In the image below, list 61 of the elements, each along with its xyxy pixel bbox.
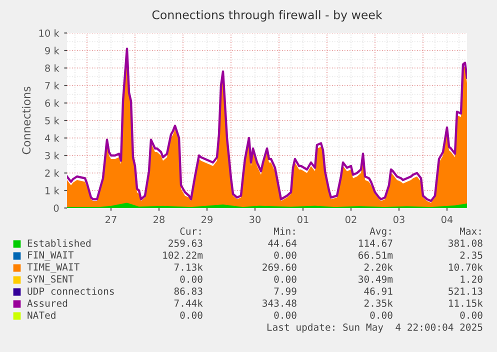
text: 2.35k (364, 299, 393, 307)
x-tick-label: 27 (106, 216, 116, 224)
legend-label: Assured (27, 299, 68, 307)
legend-label: FIN_WAIT (28, 251, 74, 261)
y-tick-label: 8 k (45, 64, 60, 72)
text: 2.20k (364, 263, 393, 271)
y-axis-title: Connections (22, 86, 31, 154)
text: 7.44k (174, 299, 203, 307)
y-tick-label: 7 k (45, 82, 60, 90)
text: 0.00 (180, 311, 202, 319)
chart-title: Connections through firewall - by week (152, 10, 382, 22)
y-tick-label: 4 k (44, 134, 60, 142)
text: 343.48 (262, 299, 296, 307)
x-tick-label: 29 (202, 216, 212, 224)
x-tick-label: 03 (393, 216, 404, 224)
legend-label: NATed (28, 311, 56, 319)
y-tick-label: 10 k (39, 29, 60, 37)
text: 2.35 (460, 251, 482, 259)
text: Min: (274, 227, 295, 235)
text: 10.70k (449, 263, 483, 271)
text: 0.00 (274, 311, 296, 319)
legend-label: TIME_WAIT (27, 263, 80, 273)
legend-label: Established (28, 239, 90, 247)
text: 259.63 (168, 239, 202, 247)
text: 44.64 (268, 239, 297, 247)
text: Cur: (180, 227, 201, 235)
text: Last update: Sun May 4 22:00:04 2025 (267, 323, 482, 333)
text: Avg: (370, 228, 391, 237)
text: 0.00 (370, 311, 392, 319)
y-tick-label: 6 k (45, 99, 60, 107)
y-tick-label: 5 k (45, 116, 60, 124)
y-tick-label: 1 k (46, 186, 60, 194)
text: 269.60 (262, 263, 296, 271)
text: 1.20 (460, 275, 482, 283)
text: 0.00 (180, 275, 202, 283)
legend-label: SYN_SENT (28, 275, 74, 285)
y-tick-label: 2 k (45, 169, 60, 177)
text: Max: (460, 228, 481, 235)
text: 46.91 (364, 287, 392, 295)
text: 11.15k (449, 299, 483, 307)
x-tick-label: 30 (250, 216, 261, 224)
text: 86.83 (174, 287, 202, 295)
text: 66.51m (358, 251, 393, 259)
text: 381.08 (448, 239, 482, 247)
text: 0.00 (274, 275, 296, 283)
x-tick-label: 28 (154, 216, 165, 224)
text: 102.22m (163, 251, 203, 259)
x-tick-label: 01 (297, 216, 308, 224)
y-tick-label: 3 k (45, 152, 60, 160)
y-tick-label: 0 (54, 204, 59, 212)
x-tick-label: 04 (441, 216, 453, 224)
text: 30.49m (358, 275, 393, 283)
text: 521.13 (448, 287, 482, 295)
x-tick-label: 02 (345, 216, 356, 224)
text: 0.00 (274, 251, 296, 259)
text: 0.00 (460, 311, 482, 319)
text: 7.13k (174, 263, 203, 271)
legend-label: UDP connections (28, 287, 114, 295)
text: 7.99 (274, 287, 296, 295)
y-tick-label: 9 k (45, 46, 60, 54)
text: 114.67 (359, 239, 392, 247)
